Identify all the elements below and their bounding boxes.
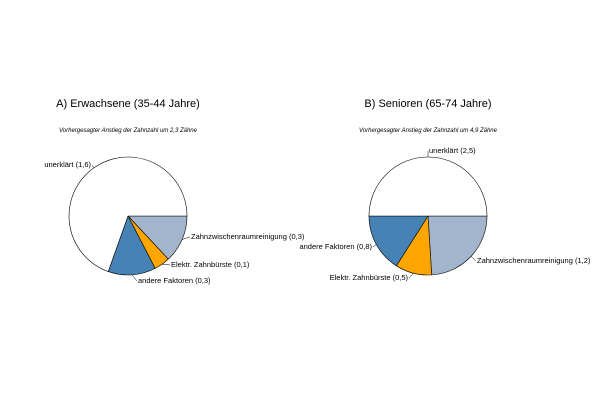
pie-chart-a: A) Erwachsene (35-44 Jahre) Vorhergesagt… [44, 98, 305, 285]
chart-a-leader-2 [131, 274, 138, 282]
chart-b-slices [368, 156, 488, 276]
chart-a-slices [68, 156, 188, 276]
chart-a-slice-label-2: andere Faktoren (0,3) [138, 276, 211, 285]
chart-b-slice-label-0: Zahnzwischenraumreinigung (1,2) [477, 256, 591, 265]
chart-b-slice-label-2: andere Faktoren (0,8) [299, 242, 372, 251]
chart-b-labels: Zahnzwischenraumreinigung (1,2) Elektr. Z… [299, 146, 590, 282]
chart-a-leader-1 [161, 263, 171, 266]
chart-b-slice-2 [368, 215, 429, 267]
chart-a-labels: Zahnzwischenraumreinigung (0,3) Elektr. Z… [44, 160, 305, 285]
chart-b-subtitle: Vorhergesagter Anstieg der Zahnzahl um 4… [359, 128, 498, 134]
chart-a-subtitle: Vorhergesagter Anstieg der Zahnzahl um 2… [59, 128, 198, 134]
chart-b-slice-3 [368, 156, 488, 217]
chart-a-leader-0 [182, 236, 191, 240]
chart-a-leader-3 [91, 164, 95, 168]
chart-a-title: A) Erwachsene (35-44 Jahre) [56, 98, 200, 110]
chart-a-slice-label-1: Elektr. Zahnbürste (0,1) [171, 260, 250, 269]
chart-b-slice-0 [427, 215, 488, 276]
chart-b-slice-label-3: unerklärt (2,5) [429, 146, 476, 155]
chart-b-leader-2 [372, 244, 377, 248]
pie-chart-b: B) Senioren (65-74 Jahre) Vorhergesagter… [299, 98, 590, 282]
chart-b-slice-label-1: Elektr. Zahnbürste (0,5) [330, 273, 409, 282]
chart-b-leader-1 [408, 272, 414, 279]
chart-b-title: B) Senioren (65-74 Jahre) [364, 98, 491, 110]
chart-a-slice-label-0: Zahnzwischenraumreinigung (0,3) [191, 232, 305, 241]
chart-b-leader-0 [470, 256, 477, 262]
chart-a-slice-3 [68, 156, 188, 272]
chart-a-slice-label-3: unerklärt (1,6) [44, 160, 91, 169]
